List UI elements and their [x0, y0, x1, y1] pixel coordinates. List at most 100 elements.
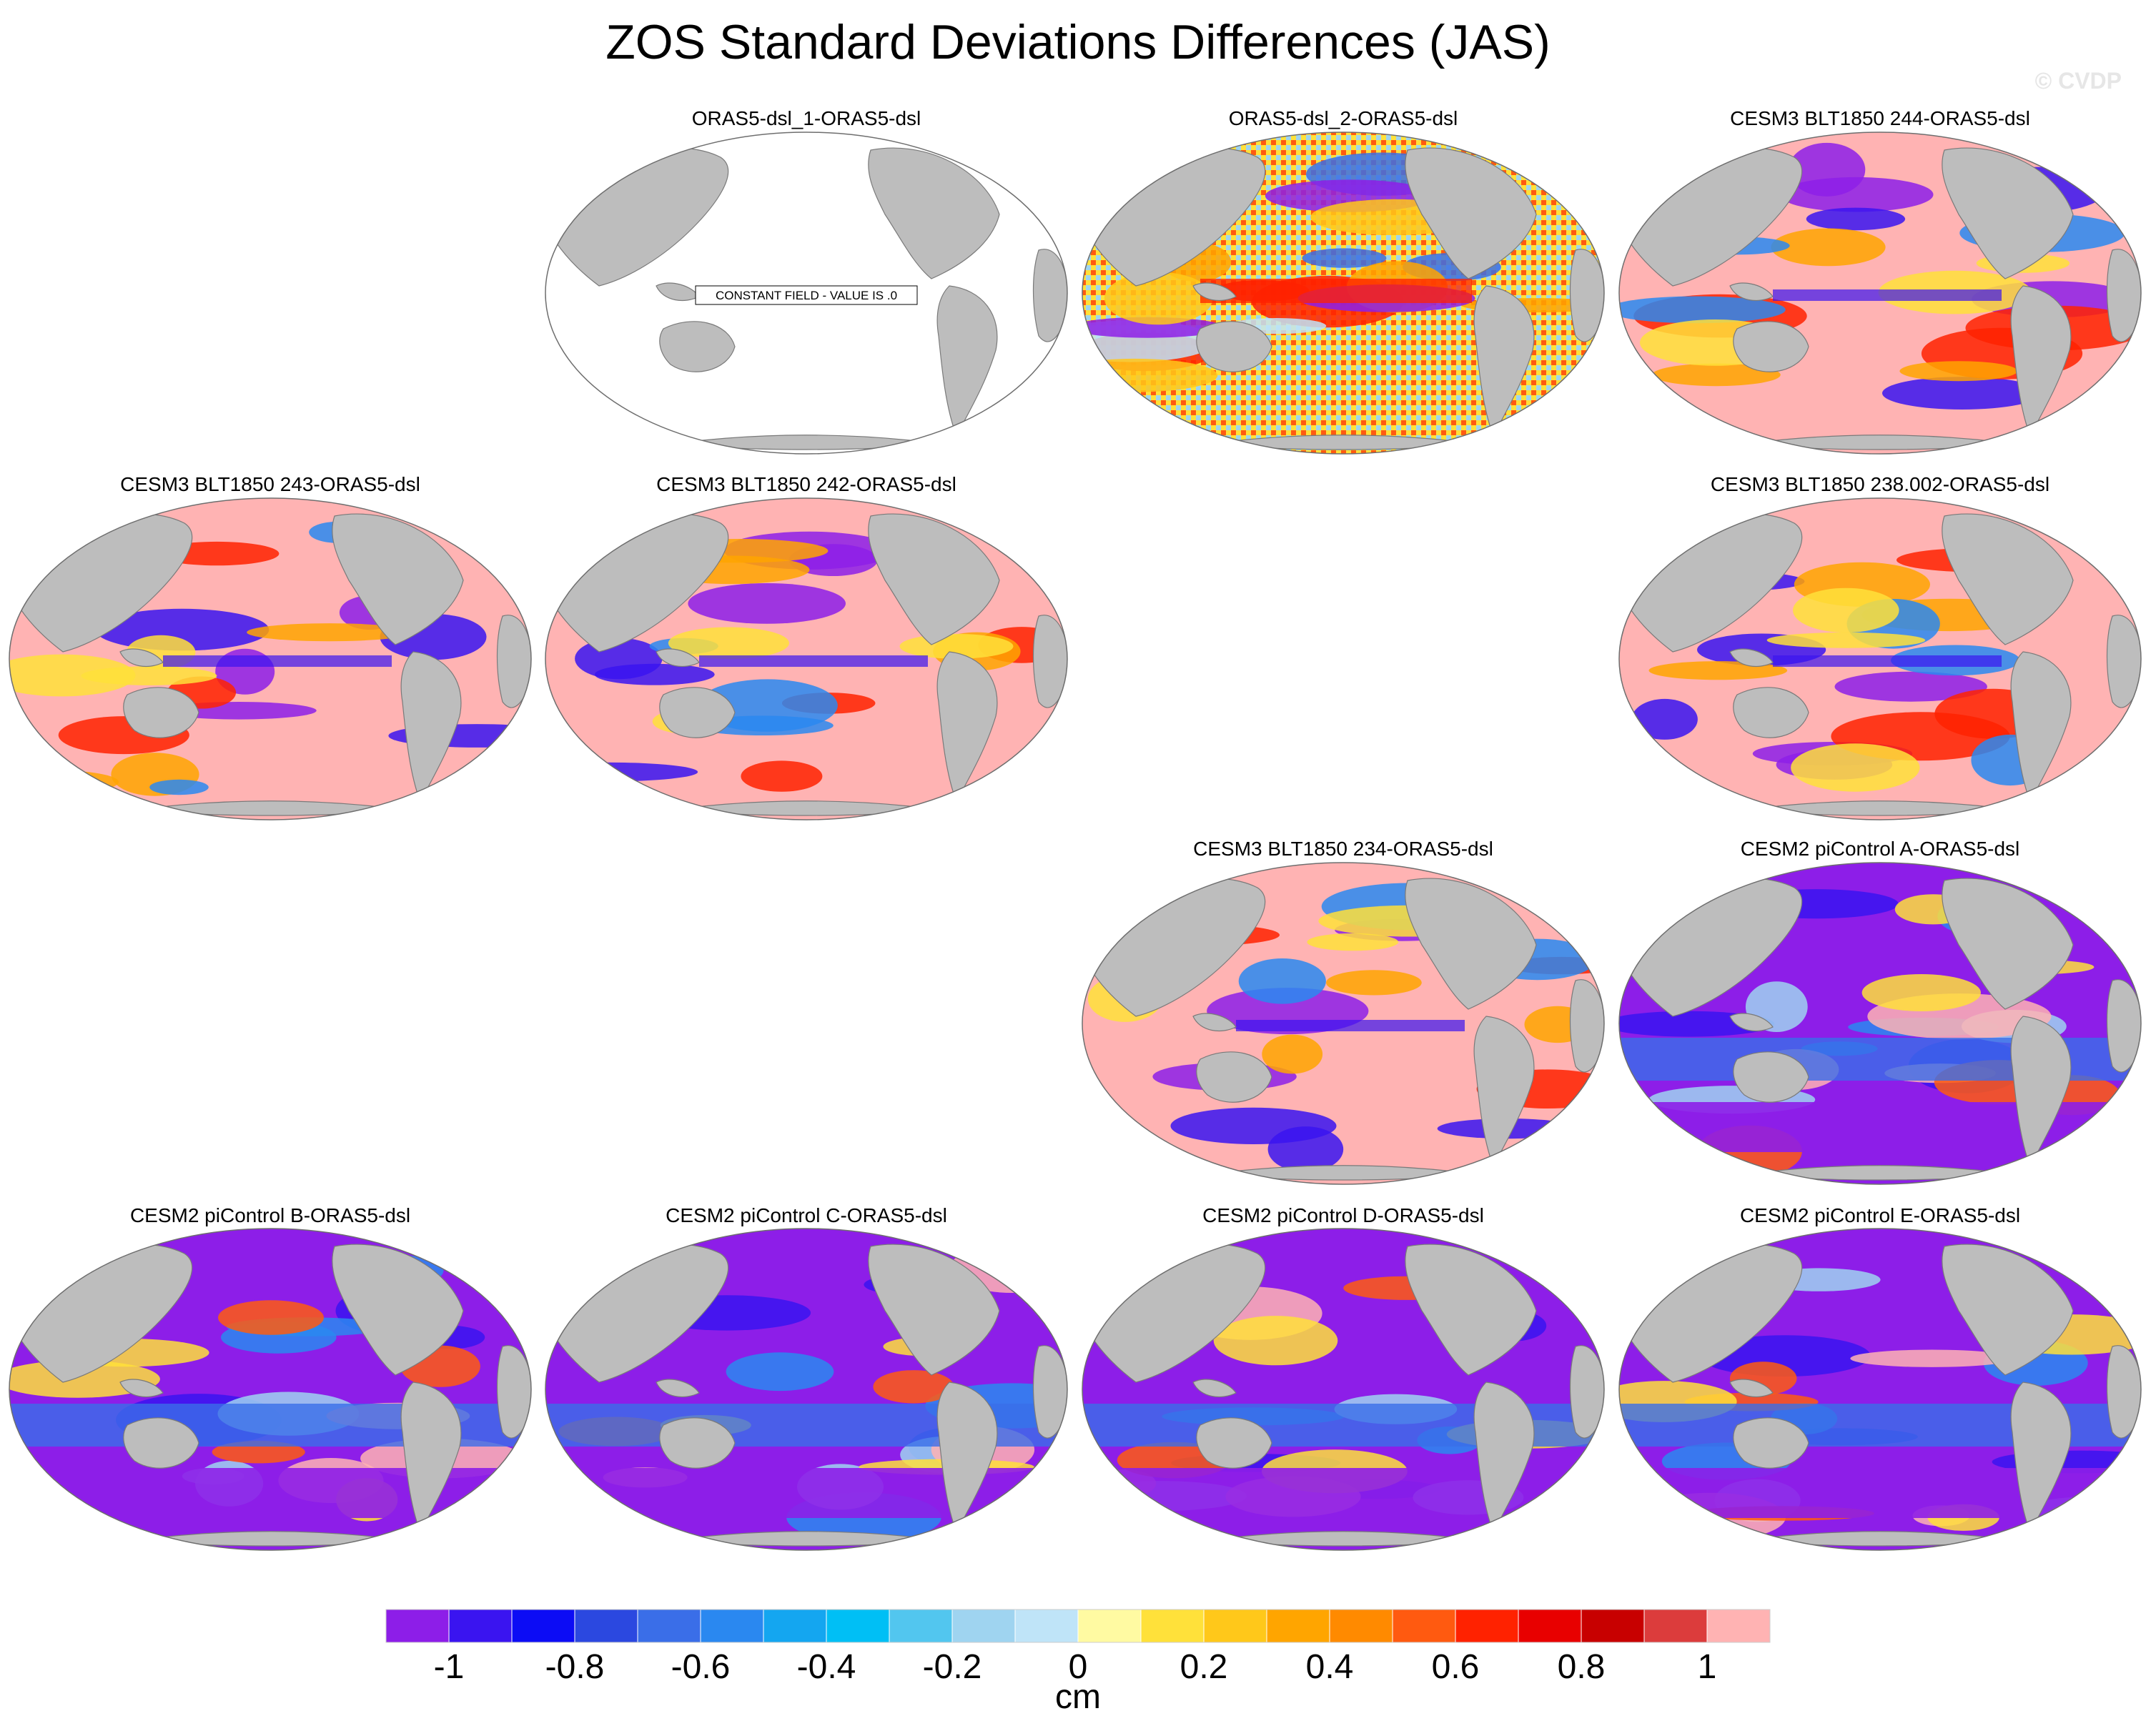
land-mask	[1196, 321, 1272, 372]
colorbar-swatch	[1455, 1609, 1519, 1643]
panel-title: CESM2 piControl A-ORAS5-dsl	[1741, 838, 2020, 860]
field-anomaly-blob	[1262, 1034, 1323, 1074]
land-mask	[332, 513, 464, 645]
map-panel: CESM2 piControl C-ORAS5-dsl	[545, 1204, 1068, 1551]
land-mask	[2106, 979, 2141, 1073]
map-panel: ORAS5-dsl_1-ORAS5-dsl CONSTANT FIELD - VA…	[545, 107, 1068, 455]
map-panel: CESM3 BLT1850 238.002-ORAS5-dsl	[1618, 473, 2142, 820]
map-panel: ORAS5-dsl_2-ORAS5-dsl	[1082, 107, 1605, 455]
panel-title: CESM3 BLT1850 243-ORAS5-dsl	[120, 473, 420, 495]
map-field	[1082, 132, 1604, 454]
panels: ORAS5-dsl_1-ORAS5-dsl CONSTANT FIELD - VA…	[9, 107, 2142, 1551]
field-anomaly-blob	[1631, 698, 1698, 740]
southern-ocean-band	[1082, 1468, 1604, 1518]
map-outline	[1082, 1228, 1605, 1551]
equatorial-band	[1773, 655, 2002, 667]
colorbar-tick-label: -0.4	[797, 1648, 856, 1686]
field-anomaly-blob	[149, 779, 209, 795]
land-mask	[1405, 1244, 1537, 1376]
land-mask	[868, 513, 1000, 645]
field-anomaly-blob	[594, 663, 715, 685]
land-mask	[868, 147, 1000, 279]
colorbar-swatch	[1203, 1609, 1267, 1643]
map-panel: CESM2 piControl B-ORAS5-dsl	[9, 1204, 532, 1551]
panel-title: CESM2 piControl B-ORAS5-dsl	[130, 1204, 410, 1226]
field-anomaly-blob	[1850, 1349, 2014, 1367]
map-outline	[1082, 862, 1605, 1185]
colorbar-swatch	[1581, 1609, 1645, 1643]
land-mask	[1729, 282, 1774, 302]
southern-ocean-band	[545, 1468, 1067, 1518]
map-outline	[1618, 132, 2142, 455]
map-outline	[9, 497, 532, 820]
colorbar-frame	[385, 1609, 1771, 1643]
land-mask	[1032, 249, 1067, 342]
map-field	[545, 1229, 1067, 1550]
colorbar-swatch	[763, 1609, 827, 1643]
field-anomaly-blob	[9, 1360, 160, 1398]
colorbar-tick-label: 1	[1698, 1648, 1717, 1686]
colorbar-tick-label: -0.6	[671, 1648, 731, 1686]
map-field	[1619, 498, 2141, 820]
land-mask	[1196, 1417, 1272, 1469]
panel-title: ORAS5-dsl_1-ORAS5-dsl	[692, 107, 921, 129]
equatorial-band	[1773, 289, 2002, 301]
map-outline	[545, 1228, 1068, 1551]
colorbar-swatch	[385, 1609, 450, 1643]
land-mask	[1733, 687, 1809, 738]
land-mask	[1192, 1379, 1237, 1398]
map-field	[9, 1229, 531, 1550]
colorbar-swatch	[511, 1609, 575, 1643]
panel-title: CESM3 BLT1850 238.002-ORAS5-dsl	[1711, 473, 2049, 495]
colorbar-swatch	[700, 1609, 764, 1643]
land-mask	[1032, 1345, 1067, 1439]
land-mask	[1196, 1051, 1272, 1103]
land-mask	[496, 1345, 531, 1439]
map-outline	[9, 1228, 532, 1551]
colorbar-swatch	[826, 1609, 890, 1643]
map-panel: CESM3 BLT1850 242-ORAS5-dsl	[545, 473, 1068, 820]
land-mask	[1942, 147, 2074, 279]
field-anomaly-blob	[873, 1370, 954, 1404]
land-mask	[2106, 249, 2141, 342]
land-mask	[656, 648, 700, 668]
field-anomaly-blob	[1082, 317, 1225, 338]
colorbar-swatch	[1014, 1609, 1079, 1643]
field-anomaly-blob	[1766, 632, 1926, 648]
field-anomaly-blob	[741, 760, 823, 792]
equatorial-band	[1200, 279, 1472, 303]
field-anomaly-blob	[1793, 587, 1899, 633]
panel-title: CESM3 BLT1850 234-ORAS5-dsl	[1193, 838, 1493, 860]
panel-title: CESM2 piControl C-ORAS5-dsl	[666, 1204, 947, 1226]
map-outline	[1618, 862, 2142, 1185]
map-field	[545, 498, 1067, 820]
land-mask	[119, 648, 164, 668]
colorbar-swatch	[889, 1609, 953, 1643]
colorbar-swatch	[1392, 1609, 1456, 1643]
map-panel: CESM3 BLT1850 244-ORAS5-dsl	[1618, 107, 2142, 455]
colorbar-swatch	[574, 1609, 638, 1643]
field-anomaly-blob	[1104, 272, 1213, 325]
equatorial-band	[699, 655, 928, 667]
land-mask	[1569, 979, 1604, 1073]
land-mask	[2106, 1345, 2141, 1439]
southern-ocean-band	[1619, 1468, 2141, 1518]
map-outline	[1618, 1228, 2142, 1551]
land-mask	[1942, 878, 2074, 1010]
colorbar-swatch	[1643, 1609, 1708, 1643]
land-mask	[496, 615, 531, 708]
field-anomaly-blob	[1899, 361, 2018, 382]
field-anomaly-blob	[9, 654, 136, 697]
colorbar-swatch	[1706, 1609, 1771, 1643]
land-mask	[1569, 1345, 1604, 1439]
panel-title: CESM2 piControl D-ORAS5-dsl	[1202, 1204, 1484, 1226]
land-mask	[1729, 1379, 1774, 1398]
land-mask	[659, 1417, 736, 1469]
field-anomaly-blob	[1652, 363, 1781, 387]
colorbar-swatch	[1140, 1609, 1205, 1643]
land-mask	[123, 1417, 199, 1469]
watermark: © CVDP	[2035, 68, 2122, 94]
land-mask	[1405, 147, 1537, 279]
field-anomaly-blob	[1213, 1316, 1338, 1366]
map-panel: CESM2 piControl D-ORAS5-dsl	[1082, 1204, 1605, 1551]
